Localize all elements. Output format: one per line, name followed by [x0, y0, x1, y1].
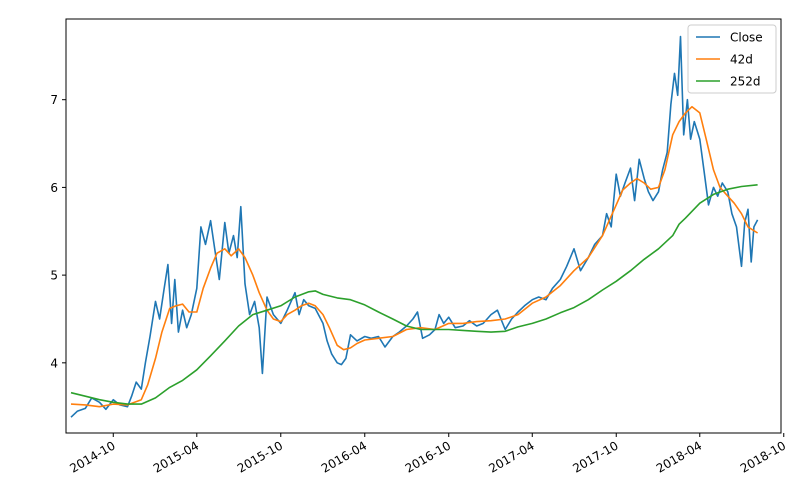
series-layer [70, 35, 759, 418]
legend-label-252d: 252d [730, 75, 761, 89]
series-line-252d [70, 184, 758, 405]
series-line-close [70, 35, 759, 418]
y-tick-label: 6 [50, 181, 58, 195]
series-line-42d [70, 105, 759, 408]
y-tick-label: 4 [50, 356, 58, 370]
legend: Close 42d 252d [687, 24, 777, 94]
legend-box [687, 24, 777, 94]
y-tick-label: 5 [50, 269, 58, 283]
legend-label-42d: 42d [730, 53, 753, 67]
plot-frame [65, 18, 782, 434]
legend-label-close: Close [730, 31, 763, 45]
y-tick-label: 7 [50, 93, 58, 107]
